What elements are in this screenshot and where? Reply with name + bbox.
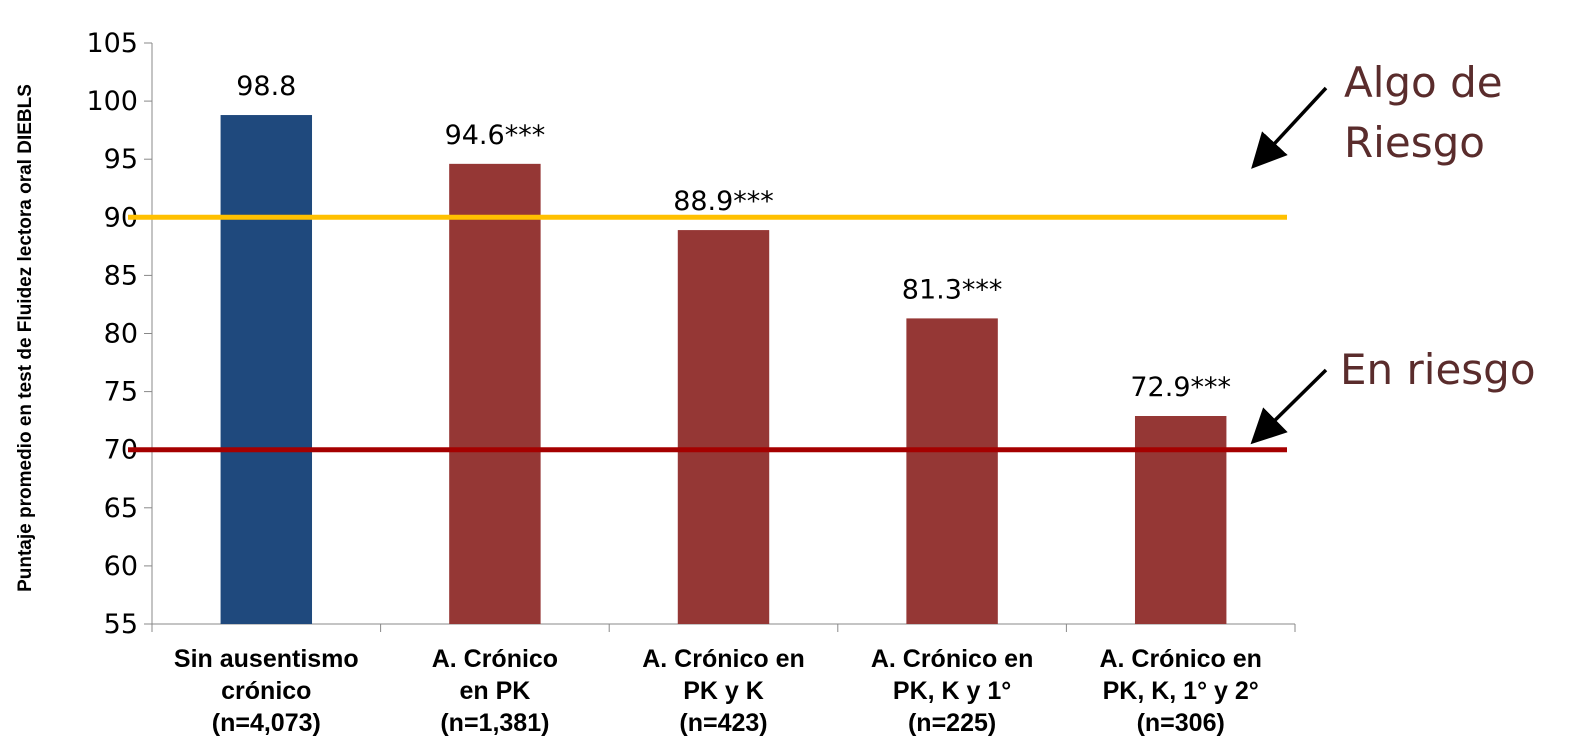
reference-line-label-line: Riesgo <box>1344 118 1485 167</box>
y-tick-label: 60 <box>104 551 138 582</box>
y-tick-label: 105 <box>86 28 138 59</box>
category-label-line: (n=4,073) <box>212 709 321 737</box>
arrow-icon <box>1251 86 1328 169</box>
y-tick-label: 55 <box>104 609 138 640</box>
bar <box>677 230 770 624</box>
bar <box>220 115 313 624</box>
reference-line-label-line: Algo de <box>1344 58 1503 107</box>
data-label: 94.6*** <box>445 120 546 151</box>
data-label: 72.9*** <box>1130 372 1231 403</box>
category-label-line: en PK <box>459 677 530 705</box>
y-tick-label: 80 <box>104 319 138 350</box>
category-label-line: A. Crónico en <box>871 645 1034 673</box>
category-label-line: A. Crónico en <box>1099 645 1262 673</box>
category-label-line: (n=306) <box>1137 709 1225 737</box>
y-axis-label: Puntaje promedio en test de Fluidez lect… <box>15 84 36 592</box>
category-label: Sin ausentismo crónico (n=4,073) <box>174 645 359 737</box>
category-label-line: PK y K <box>683 677 764 705</box>
category-label: A. Crónico en PK, K y 1° (n=225) <box>871 645 1034 737</box>
category-label: A. Crónico en PK y K (n=423) <box>642 645 805 737</box>
reference-line-label-line: En riesgo <box>1340 345 1536 394</box>
arrow-icon <box>1250 368 1328 445</box>
data-labels: 98.8 94.6*** 88.9*** 81.3*** 72.9*** <box>236 71 1231 403</box>
category-label: A. Crónico en PK (n=1,381) <box>432 645 558 737</box>
y-tick-label: 65 <box>104 493 138 524</box>
category-label-line: PK, K, 1° y 2° <box>1103 677 1259 705</box>
reference-lines <box>128 214 1287 453</box>
y-tick-label: 85 <box>104 260 138 291</box>
bars <box>220 115 1227 624</box>
category-label-line: A. Crónico en <box>642 645 805 673</box>
y-tick-label: 95 <box>104 144 138 175</box>
reference-line-label: Algo de Riesgo <box>1344 58 1503 167</box>
data-label: 88.9*** <box>673 186 774 217</box>
data-label: 98.8 <box>236 71 296 102</box>
category-label-line: Sin ausentismo <box>174 645 359 673</box>
data-label: 81.3*** <box>902 274 1003 305</box>
category-label-line: (n=225) <box>908 709 996 737</box>
category-label-line: (n=423) <box>679 709 767 737</box>
category-label-line: crónico <box>221 677 311 705</box>
reference-line-label: En riesgo <box>1340 345 1536 394</box>
category-label: A. Crónico en PK, K, 1° y 2° (n=306) <box>1099 645 1262 737</box>
category-labels: Sin ausentismo crónico (n=4,073) A. Crónico… <box>174 645 1262 737</box>
bar <box>906 318 998 624</box>
annotations: Algo de Riesgo En riesgo <box>1250 58 1536 445</box>
bar <box>449 163 541 624</box>
y-tick-label: 75 <box>104 377 138 408</box>
category-label-line: (n=1,381) <box>440 709 549 737</box>
category-label-line: A. Crónico <box>432 645 558 673</box>
y-tick-label: 100 <box>86 86 138 117</box>
category-label-line: PK, K y 1° <box>893 677 1011 705</box>
